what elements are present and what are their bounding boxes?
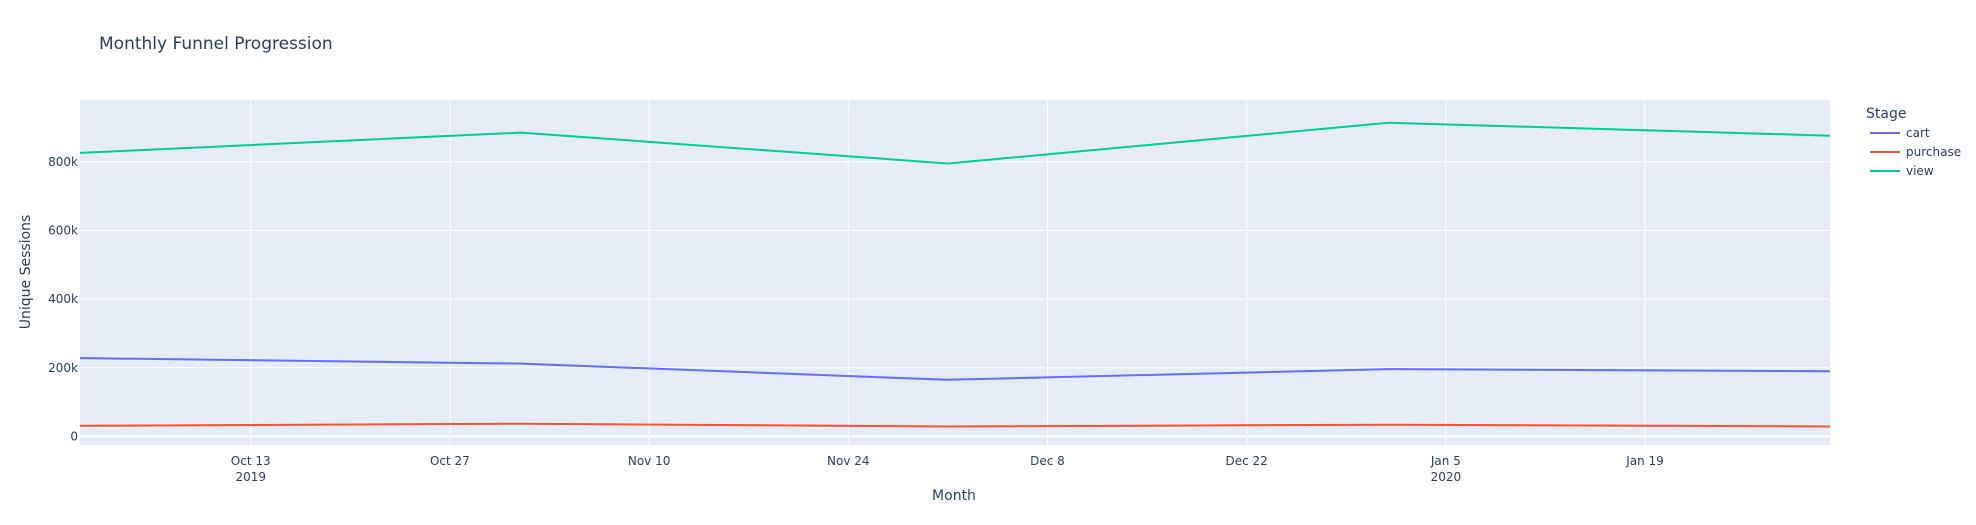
x-tick-label: Jan 19 <box>1625 454 1664 468</box>
x-tick-label: Dec 8 <box>1030 454 1065 468</box>
y-tick-label: 200k <box>48 361 78 375</box>
legend-label-cart: cart <box>1906 126 1930 140</box>
series-line-purchase <box>79 422 1831 428</box>
series-line-cart <box>79 357 1831 381</box>
y-tick-label: 600k <box>48 223 78 237</box>
legend-title: Stage <box>1866 106 1906 122</box>
y-tick-label: 400k <box>48 292 78 306</box>
x-tick-label: Oct 27 <box>430 454 470 468</box>
chart-title: Monthly Funnel Progression <box>99 34 333 54</box>
legend-label-view: view <box>1906 164 1934 178</box>
grid-lines <box>80 100 1830 445</box>
x-tick-year-label: 2020 <box>1431 470 1462 484</box>
x-tick-label: Nov 24 <box>827 454 870 468</box>
x-tick-label: Jan 5 <box>1430 454 1461 468</box>
y-axis-ticks: 0 200k 400k 600k 800k <box>48 155 78 444</box>
x-tick-label: Oct 13 <box>231 454 271 468</box>
y-tick-label: 800k <box>48 155 78 169</box>
legend-label-purchase: purchase <box>1906 145 1961 159</box>
x-tick-year-label: 2019 <box>235 470 266 484</box>
series-lines <box>79 121 1831 428</box>
series-line-view <box>79 121 1831 165</box>
y-axis-title: Unique Sessions <box>18 215 34 330</box>
x-axis-title: Month <box>932 488 976 504</box>
x-tick-label: Dec 22 <box>1226 454 1268 468</box>
x-tick-label: Nov 10 <box>628 454 671 468</box>
legend: Stage cart purchase view <box>1866 106 1961 178</box>
y-tick-label: 0 <box>70 429 78 443</box>
x-axis-ticks: Oct 13 2019 Oct 27 Nov 10 Nov 24 Dec 8 Dec 22 J… <box>231 454 1664 484</box>
plot-area <box>80 100 1830 445</box>
